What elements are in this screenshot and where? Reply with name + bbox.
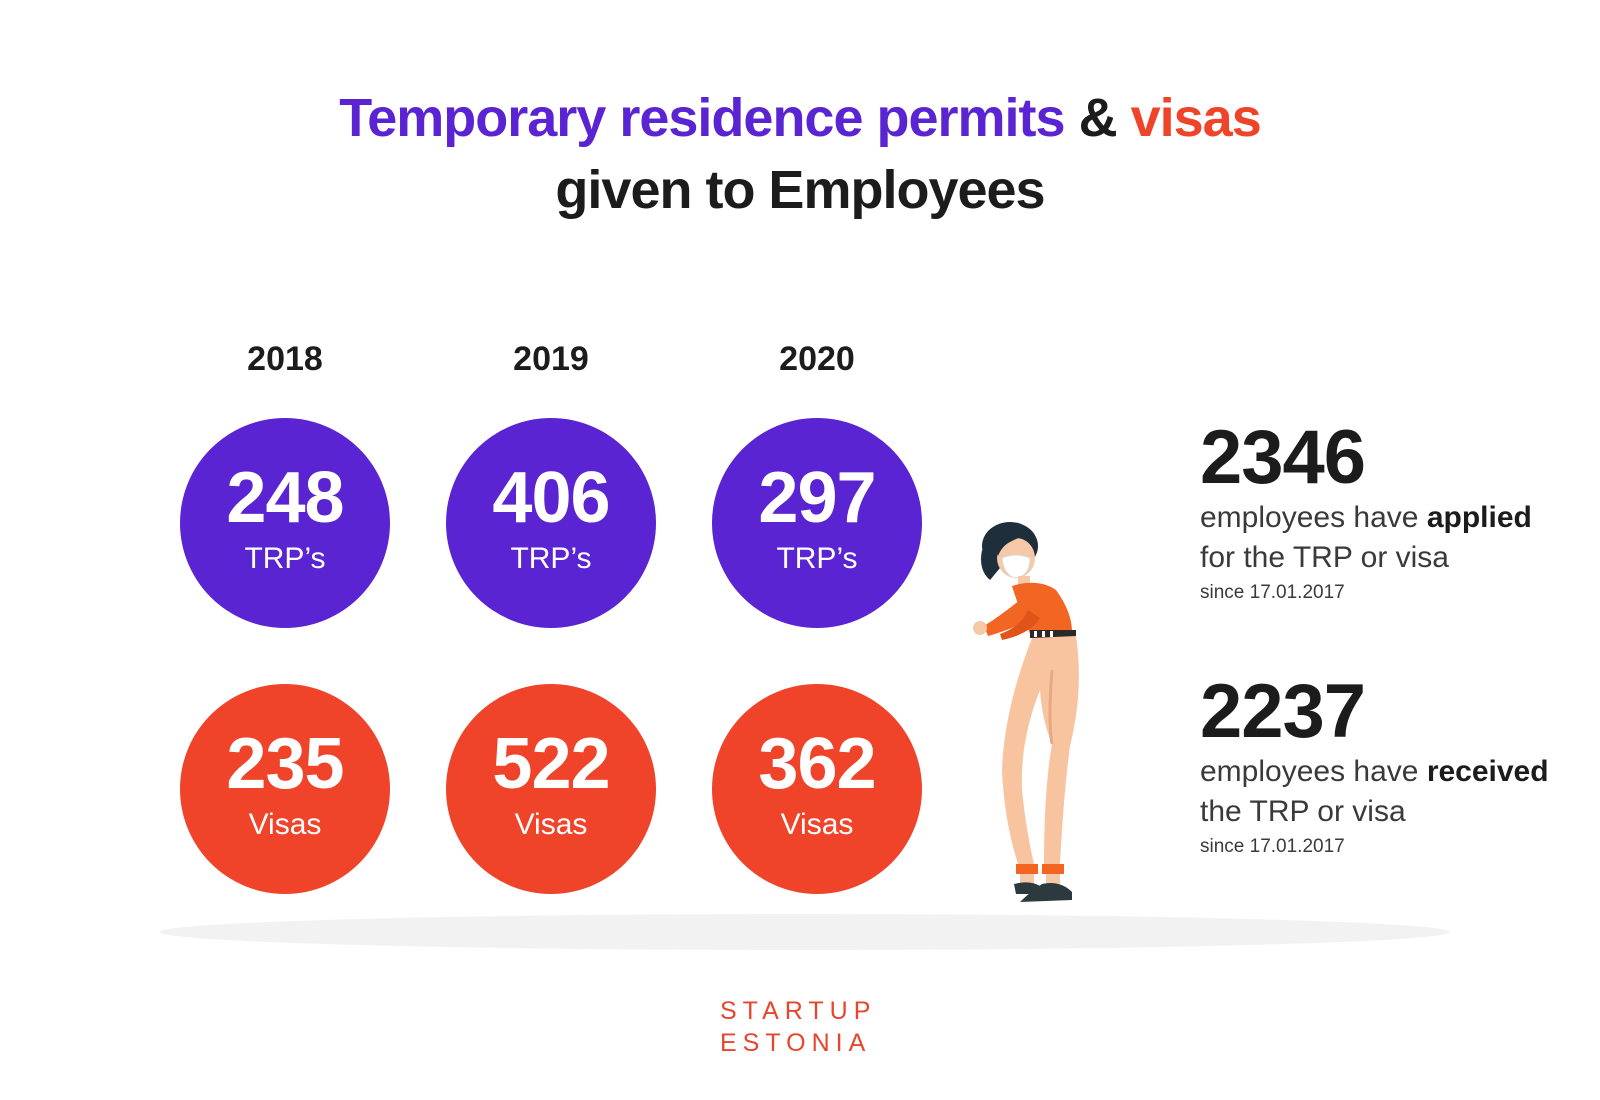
trp-circle-2019: 406 TRP’s	[446, 418, 656, 628]
trp-label: TRP’s	[776, 542, 858, 575]
visa-circle-2019: 522 Visas	[446, 684, 656, 894]
stat-applied-number: 2346	[1200, 415, 1366, 500]
visa-circle-2020: 362 Visas	[712, 684, 922, 894]
logo-line-1: STARTUP	[720, 997, 877, 1025]
trp-count: 406	[492, 458, 610, 538]
stat-received-line-2: the TRP or visa	[1200, 795, 1406, 828]
visa-label: Visas	[248, 808, 322, 841]
trp-circle-2020: 297 TRP’s	[712, 418, 922, 628]
stat-received-bold: received	[1426, 755, 1549, 788]
stat-received-line-1: employees have received	[1200, 752, 1580, 792]
visa-circle-2018: 235 Visas	[180, 684, 390, 894]
stat-applied-since: since 17.01.2017	[1200, 582, 1345, 603]
stat-applied-line-2: for the TRP or visa	[1200, 541, 1449, 574]
trp-count: 297	[758, 458, 876, 538]
stat-applied-bold: applied	[1426, 501, 1532, 534]
startup-estonia-logo: STARTUP ESTONIA	[720, 995, 890, 1059]
title-trp-text: Temporary residence permits	[339, 88, 1065, 148]
year-label-2018: 2018	[247, 340, 323, 378]
year-label-2019: 2019	[513, 340, 589, 378]
visa-count: 522	[492, 724, 610, 804]
page-title: Temporary residence permits & visas give…	[0, 82, 1600, 226]
woman-illustration-svg	[973, 522, 1079, 902]
stat-applied-prefix: employees have	[1200, 501, 1419, 534]
title-ampersand: &	[1078, 88, 1118, 148]
trp-count: 248	[226, 458, 344, 538]
stat-received-prefix: employees have	[1200, 755, 1419, 788]
ground-shadow	[160, 914, 1450, 950]
stat-applied: 2346 employees have applied for the TRP …	[1200, 418, 1580, 608]
stat-received-since: since 17.01.2017	[1200, 836, 1345, 857]
year-label-2020: 2020	[779, 340, 855, 378]
stat-applied-line-1: employees have applied	[1200, 498, 1580, 538]
visa-label: Visas	[780, 808, 854, 841]
visa-count: 235	[226, 724, 344, 804]
woman-wearing-mask-illustration	[960, 520, 1140, 940]
trp-label: TRP’s	[244, 542, 326, 575]
stat-received-number: 2237	[1200, 669, 1366, 754]
title-visas-text: visas	[1130, 88, 1262, 148]
stat-received: 2237 employees have received the TRP or …	[1200, 672, 1580, 862]
title-line-1: Temporary residence permits & visas	[0, 82, 1600, 154]
trp-circle-2018: 248 TRP’s	[180, 418, 390, 628]
trp-label: TRP’s	[510, 542, 592, 575]
visa-count: 362	[758, 724, 876, 804]
visa-label: Visas	[514, 808, 588, 841]
title-line-2: given to Employees	[555, 160, 1045, 220]
logo-line-2: ESTONIA	[720, 1029, 872, 1057]
